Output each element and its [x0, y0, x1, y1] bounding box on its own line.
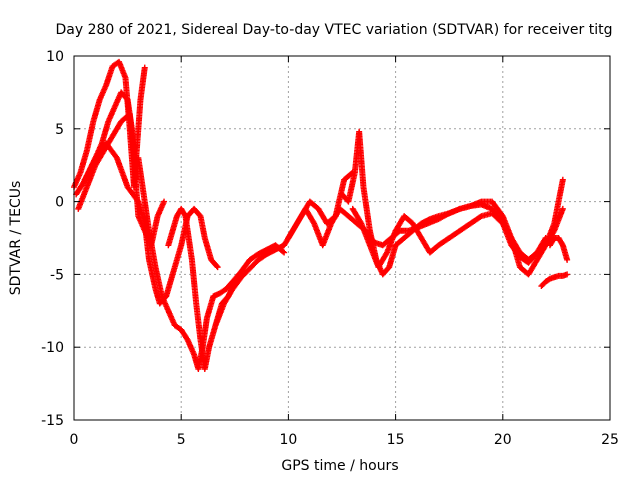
series-track-10: [349, 205, 549, 271]
y-tick-label: 5: [55, 122, 64, 138]
x-tick-label: 25: [601, 432, 619, 448]
y-tick-label: 0: [55, 195, 64, 211]
series-track-8: [285, 201, 566, 263]
data-point: [214, 264, 221, 271]
series-track-4: [81, 140, 221, 307]
x-tick-label: 0: [70, 432, 79, 448]
axis-ticks: 0 5 10 15 20 25 -15 -10 -5 0 5 10: [41, 49, 619, 448]
x-tick-label: 15: [387, 432, 405, 448]
y-tick-label: -5: [50, 267, 64, 283]
chart-title: Day 280 of 2021, Sidereal Day-to-day VTE…: [56, 22, 613, 38]
x-tick-label: 20: [494, 432, 512, 448]
series-track-7: [212, 169, 356, 329]
y-tick-label: 10: [46, 49, 64, 65]
data-point: [181, 211, 188, 218]
data-point: [281, 249, 288, 256]
y-tick-label: -10: [41, 340, 64, 356]
series-track-11: [538, 271, 571, 290]
data-point: [564, 271, 571, 278]
data-point: [542, 235, 549, 241]
x-tick-label: 10: [279, 432, 297, 448]
data-point: [161, 198, 168, 205]
data-point: [559, 205, 566, 212]
y-tick-label: -15: [41, 413, 64, 429]
y-axis-label: SDTVAR / TECUs: [8, 181, 24, 296]
data-point: [141, 64, 148, 71]
data-point: [280, 248, 287, 255]
x-tick-label: 5: [177, 432, 186, 448]
series-track-9: [339, 128, 566, 278]
plot-frame: [73, 55, 611, 421]
data-point: [564, 256, 571, 263]
series-track-12: [546, 235, 571, 263]
data-point: [477, 213, 484, 220]
data-point: [213, 263, 220, 270]
data-points: [71, 58, 571, 373]
data-point: [559, 176, 566, 183]
x-axis-label: GPS time / hours: [281, 458, 398, 474]
